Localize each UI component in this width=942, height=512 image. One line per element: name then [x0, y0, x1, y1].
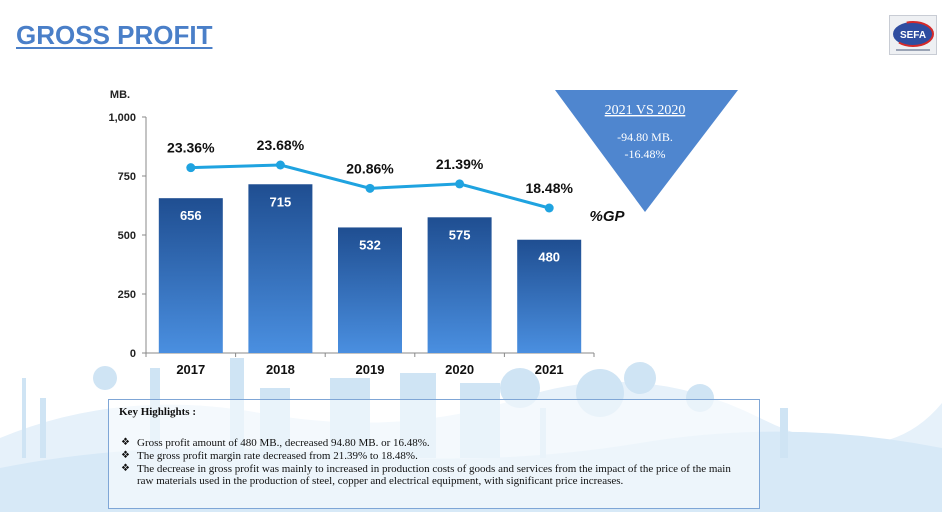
gp-series-label: %GP: [589, 208, 625, 225]
highlight-item: ❖ The gross profit margin rate decreased …: [119, 450, 749, 462]
x-tick-label: 2018: [266, 362, 295, 377]
y-tick-label: 500: [118, 230, 136, 242]
gp-value-label: 23.68%: [257, 137, 305, 153]
diamond-bullet-icon: ❖: [121, 437, 130, 448]
x-tick-label: 2019: [356, 362, 385, 377]
company-logo: SEFA: [889, 15, 937, 55]
gp-point: [544, 203, 554, 213]
y-axis-title: MB.: [110, 89, 130, 101]
bar: [158, 198, 223, 353]
bar: [427, 217, 492, 353]
bar-value-label: 532: [359, 237, 381, 252]
gp-point: [455, 179, 465, 189]
gross-profit-chart: MB. 2021 VS 2020 -94.80 MB. -16.48% 0 250…: [108, 89, 738, 377]
chart-axes: 0 250 500 750 1,000 2017 2018 2019 2020 2021: [108, 112, 595, 377]
x-tick-label: 2021: [535, 362, 564, 377]
logo-text: SEFA: [900, 30, 926, 41]
sefa-logo-icon: SEFA: [892, 21, 934, 51]
x-tick-label: 2017: [176, 362, 205, 377]
gp-point: [275, 160, 285, 170]
comparison-amount: -94.80 MB.: [617, 130, 673, 144]
diamond-bullet-icon: ❖: [121, 463, 130, 474]
gp-value-label: 20.86%: [346, 160, 394, 176]
gp-value-label: 23.36%: [167, 140, 215, 156]
bar: [248, 184, 313, 353]
comparison-percent: -16.48%: [625, 147, 666, 161]
bar-value-label: 715: [270, 194, 292, 209]
y-tick-label: 750: [118, 171, 136, 183]
bar-value-label: 575: [449, 227, 471, 242]
comparison-triangle: [555, 90, 738, 212]
bars: 656 715 532 575 480: [158, 184, 582, 353]
highlights-title: Key Highlights :: [119, 406, 197, 418]
y-tick-label: 250: [118, 289, 136, 301]
highlight-text: The gross profit margin rate decreased f…: [137, 450, 418, 462]
gp-point: [365, 183, 375, 193]
highlights-list: ❖ Gross profit amount of 480 MB., decreas…: [119, 437, 749, 487]
bar: [517, 239, 582, 353]
gp-point: [186, 163, 196, 173]
bar: [338, 227, 402, 353]
highlight-text: Gross profit amount of 480 MB., decrease…: [137, 437, 430, 449]
y-tick-label: 0: [130, 348, 136, 360]
bar-value-label: 480: [538, 250, 560, 265]
highlight-item: ❖ Gross profit amount of 480 MB., decreas…: [119, 437, 749, 449]
key-highlights-box: Key Highlights : ❖ Gross profit amount of…: [108, 399, 760, 509]
gp-value-label: 21.39%: [436, 156, 484, 172]
x-tick-label: 2020: [445, 362, 474, 377]
page-title: GROSS PROFIT: [16, 20, 213, 50]
highlight-item: ❖ The decrease in gross profit was mainly…: [119, 463, 749, 487]
gp-value-label: 18.48%: [525, 180, 573, 196]
y-tick-label: 1,000: [108, 112, 136, 124]
diamond-bullet-icon: ❖: [121, 450, 130, 461]
highlight-text: The decrease in gross profit was mainly …: [137, 463, 731, 487]
gp-line: 23.36% 23.68% 20.86% 21.39% 18.48%: [167, 137, 573, 213]
comparison-title: 2021 VS 2020: [605, 103, 686, 118]
comparison-callout: 2021 VS 2020 -94.80 MB. -16.48%: [555, 90, 738, 212]
bar-value-label: 656: [180, 208, 202, 223]
